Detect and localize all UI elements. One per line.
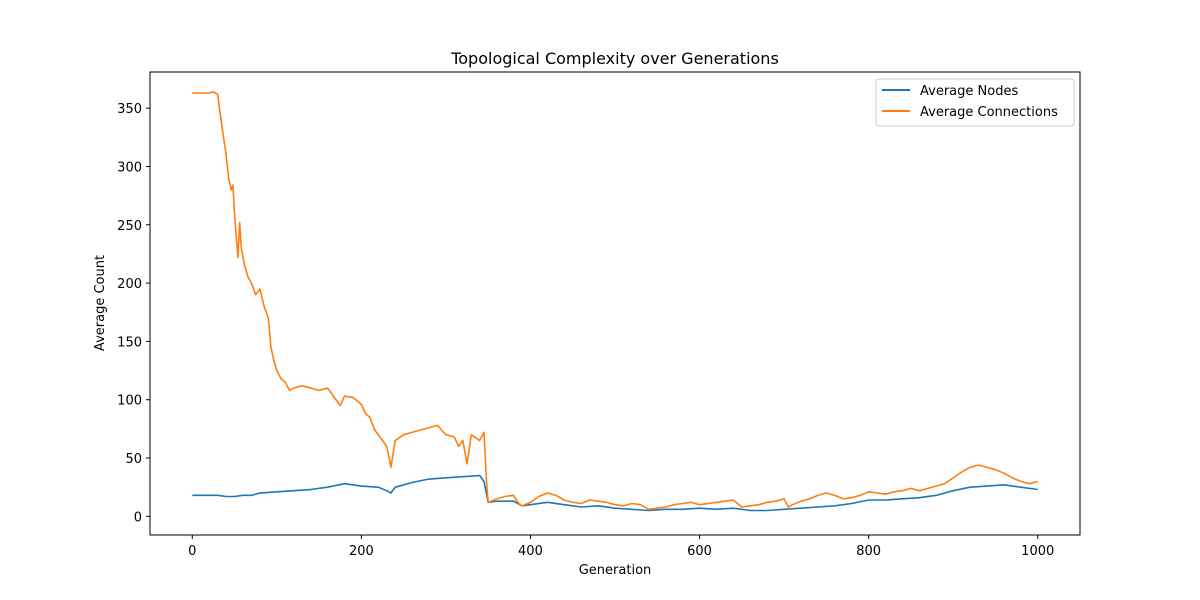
series-layer: [192, 91, 1038, 512]
y-tick-label: 50: [125, 452, 142, 467]
x-tick-label: 400: [518, 544, 543, 559]
series-line-average-nodes: [192, 474, 1038, 512]
legend-label-nodes: Average Nodes: [920, 84, 1018, 99]
y-axis-ticks: 0 50 100 150 200 250 300 350: [117, 102, 150, 525]
legend-label-connections: Average Connections: [920, 105, 1058, 120]
x-tick-label: 1000: [1021, 544, 1054, 559]
x-axis-ticks: 0 200 400 600 800 1000: [188, 535, 1054, 559]
x-axis-label: Generation: [579, 563, 652, 578]
plot-frame: [149, 71, 1081, 536]
y-tick-label: 0: [134, 510, 142, 525]
y-tick-label: 100: [117, 394, 142, 409]
legend-box: [875, 78, 1075, 127]
y-axis-label: Average Count: [93, 255, 108, 351]
legend: Average Nodes Average Connections: [875, 78, 1075, 127]
x-tick-label: 0: [188, 544, 196, 559]
y-tick-label: 300: [117, 160, 142, 175]
x-tick-label: 200: [349, 544, 374, 559]
chart-title: Topological Complexity over Generations: [450, 49, 779, 68]
y-tick-label: 150: [117, 335, 142, 350]
x-tick-label: 800: [856, 544, 881, 559]
x-tick-label: 600: [687, 544, 712, 559]
y-tick-label: 250: [117, 219, 142, 234]
y-tick-label: 350: [117, 102, 142, 117]
y-tick-label: 200: [117, 277, 142, 292]
series-line-average-connections: [192, 91, 1038, 511]
